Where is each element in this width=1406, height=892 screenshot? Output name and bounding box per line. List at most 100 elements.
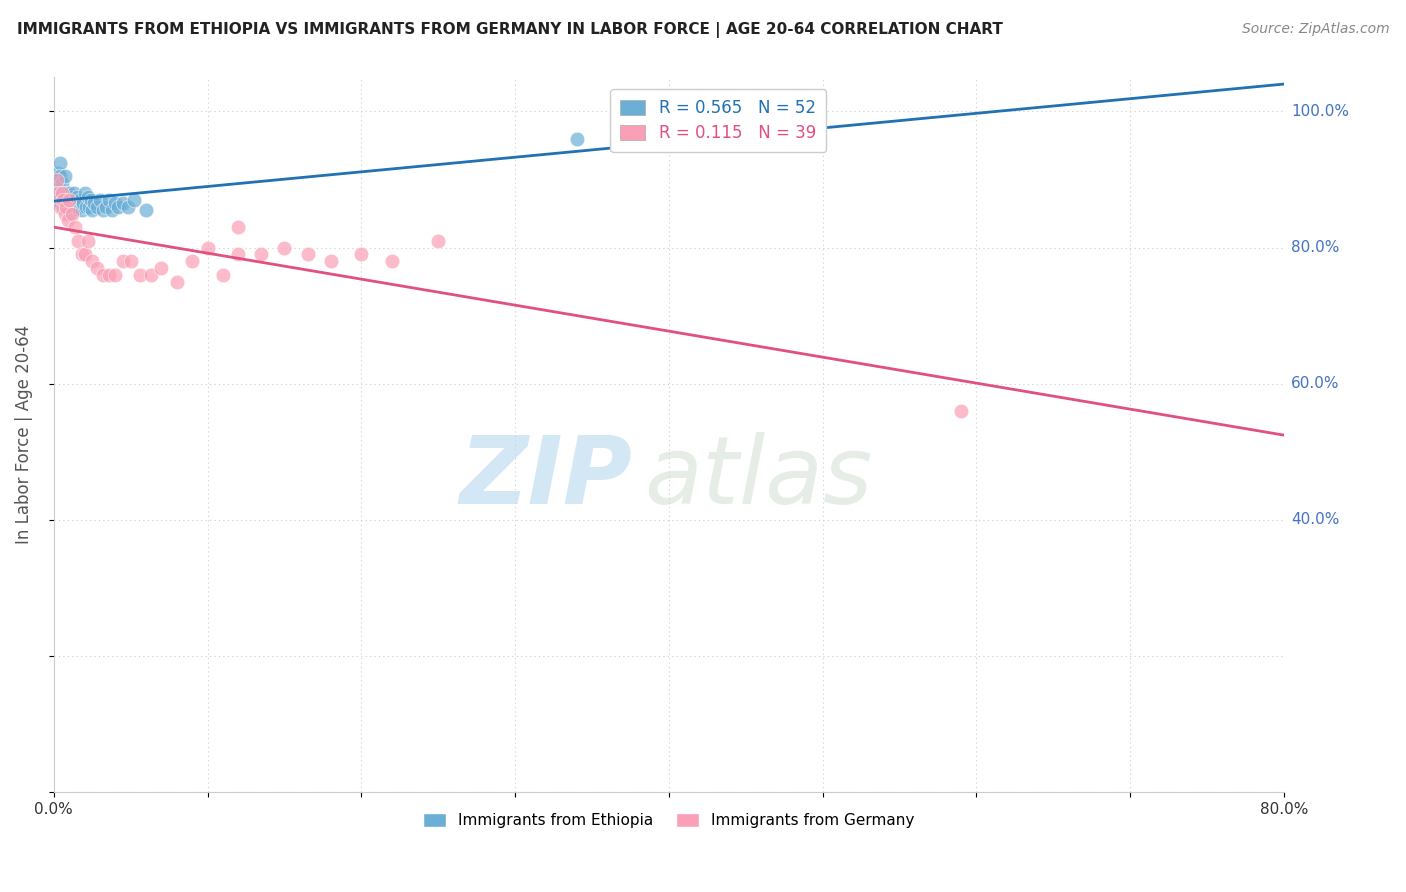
Point <box>212 268 235 282</box>
Point <box>297 247 319 261</box>
Point <box>60 189 83 203</box>
Point <box>55 196 77 211</box>
Point <box>66 189 89 203</box>
Point <box>76 189 98 203</box>
Text: 60.0%: 60.0% <box>1291 376 1340 392</box>
Point <box>83 196 105 211</box>
Point <box>51 176 73 190</box>
Point <box>67 234 90 248</box>
Point <box>658 131 681 145</box>
Point <box>250 247 273 261</box>
Point <box>52 186 75 201</box>
Point <box>44 193 66 207</box>
Point <box>69 193 91 207</box>
Point <box>104 268 127 282</box>
Point <box>58 186 80 201</box>
Point <box>66 200 89 214</box>
Point <box>77 200 100 214</box>
Point <box>51 186 73 201</box>
Point <box>59 200 82 214</box>
Point <box>72 196 94 211</box>
Y-axis label: In Labor Force | Age 20-64: In Labor Force | Age 20-64 <box>15 326 32 544</box>
Point <box>70 247 93 261</box>
Point <box>150 260 173 275</box>
Point <box>82 203 104 218</box>
Point <box>91 268 114 282</box>
Point <box>101 203 124 218</box>
Text: 80.0%: 80.0% <box>1291 240 1339 255</box>
Point <box>55 200 77 214</box>
Point <box>427 234 450 248</box>
Point <box>135 203 157 218</box>
Point <box>949 404 972 418</box>
Point <box>107 200 129 214</box>
Point <box>98 193 121 207</box>
Point <box>45 186 67 201</box>
Point <box>98 268 121 282</box>
Text: 40.0%: 40.0% <box>1291 512 1339 527</box>
Legend: Immigrants from Ethiopia, Immigrants from Germany: Immigrants from Ethiopia, Immigrants fro… <box>416 807 921 834</box>
Point <box>55 186 77 201</box>
Point <box>80 193 103 207</box>
Point <box>56 213 79 227</box>
Point <box>65 220 87 235</box>
Point <box>51 193 73 207</box>
Point <box>59 189 82 203</box>
Point <box>58 193 80 207</box>
Point <box>166 275 188 289</box>
Point <box>49 200 72 214</box>
Text: atlas: atlas <box>644 432 873 523</box>
Point <box>63 186 86 201</box>
Point <box>65 193 87 207</box>
Point <box>60 203 83 218</box>
Point <box>273 241 295 255</box>
Point <box>56 193 79 207</box>
Point <box>63 196 86 211</box>
Point <box>139 268 162 282</box>
Point <box>86 200 108 214</box>
Point <box>70 203 93 218</box>
Point <box>228 247 250 261</box>
Point <box>319 254 342 268</box>
Point <box>122 193 145 207</box>
Point <box>94 200 117 214</box>
Point <box>49 169 72 183</box>
Text: IMMIGRANTS FROM ETHIOPIA VS IMMIGRANTS FROM GERMANY IN LABOR FORCE | AGE 20-64 C: IMMIGRANTS FROM ETHIOPIA VS IMMIGRANTS F… <box>17 22 1002 38</box>
Point <box>53 169 76 183</box>
Point <box>52 200 75 214</box>
Point <box>89 193 111 207</box>
Point <box>45 172 67 186</box>
Text: Source: ZipAtlas.com: Source: ZipAtlas.com <box>1241 22 1389 37</box>
Point <box>350 247 373 261</box>
Point <box>45 172 67 186</box>
Point <box>73 247 96 261</box>
Point <box>60 206 83 220</box>
Point <box>120 254 142 268</box>
Point <box>48 176 70 190</box>
Point <box>67 200 90 214</box>
Point <box>111 196 134 211</box>
Point <box>381 254 404 268</box>
Point <box>52 193 75 207</box>
Point <box>75 200 97 214</box>
Point <box>111 254 134 268</box>
Point <box>53 206 76 220</box>
Point <box>197 241 219 255</box>
Point <box>73 186 96 201</box>
Point <box>565 131 588 145</box>
Point <box>91 203 114 218</box>
Point <box>104 196 127 211</box>
Point <box>58 206 80 220</box>
Point <box>53 189 76 203</box>
Point <box>82 254 104 268</box>
Point <box>181 254 204 268</box>
Point <box>117 200 139 214</box>
Point <box>49 155 72 169</box>
Point <box>86 260 108 275</box>
Point <box>228 220 250 235</box>
Text: 100.0%: 100.0% <box>1291 104 1348 119</box>
Text: ZIP: ZIP <box>460 432 631 524</box>
Point <box>48 166 70 180</box>
Point <box>76 234 98 248</box>
Point <box>48 186 70 201</box>
